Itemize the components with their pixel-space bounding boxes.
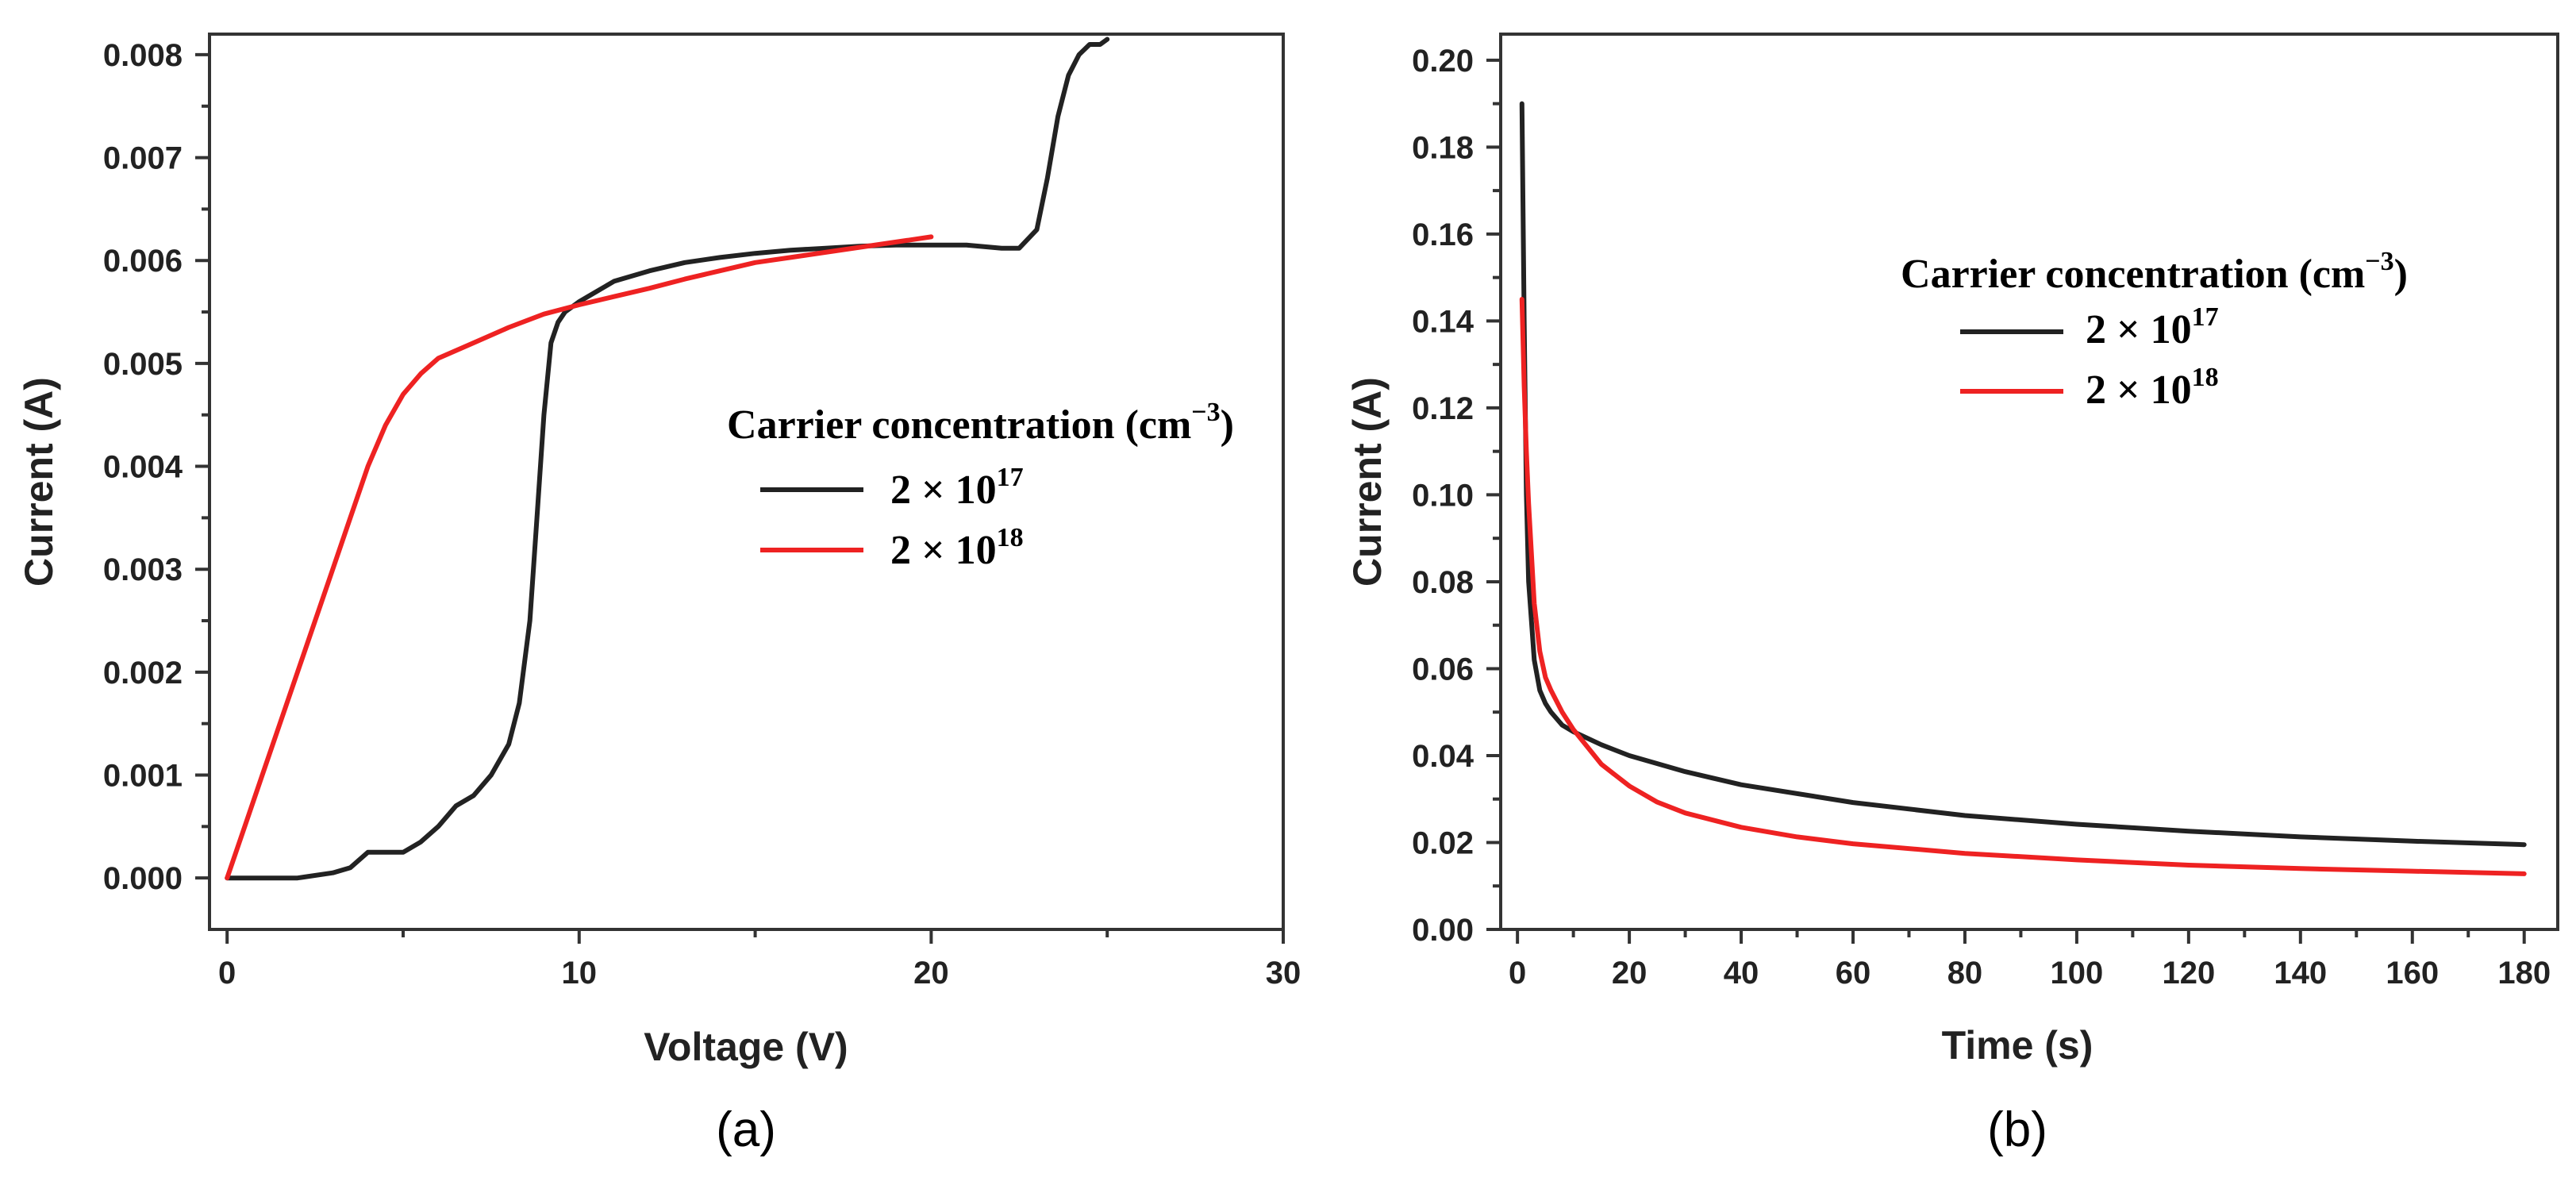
panel-label-b: (b)	[1987, 1102, 2047, 1157]
y-tick-label-b: 0.04	[1412, 739, 1474, 774]
plot-area-frame-a	[208, 33, 1285, 931]
series-line-a-red	[225, 234, 934, 881]
y-tick-label-a: 0.005	[103, 347, 183, 382]
x-axis-title-b: Time (s)	[1942, 1023, 2093, 1068]
y-tick-label-a: 0.002	[103, 656, 183, 691]
y-axis-title-a: Current (A)	[17, 377, 61, 587]
y-tick-label-b: 0.10	[1412, 478, 1474, 513]
x-tick-label-a: 0	[218, 956, 236, 991]
x-tick-label-b: 60	[1836, 956, 1871, 991]
y-tick-label-a: 0.008	[103, 38, 183, 73]
axes-ticks-a: 0 10 20 30 0.000 0.001 0.002 0.003 0.004 0.005 0.0…	[103, 38, 1301, 991]
legend-label-b-red: 2 × 1018	[2086, 363, 2219, 413]
y-tick-label-b: 0.20	[1412, 44, 1474, 79]
x-tick-label-b: 20	[1612, 956, 1647, 991]
series-line-b-red	[1519, 297, 2527, 876]
y-tick-label-b: 0.00	[1412, 913, 1474, 948]
legend-label-a-red: 2 × 1018	[890, 523, 1024, 573]
series-lines-b	[1519, 101, 2527, 876]
chart-panel-b: 0 20 40 60 80 100 120 140 160 180 0.00 0.02 0.04 0.06…	[1345, 33, 2559, 1157]
panel-label-a: (a)	[716, 1102, 776, 1157]
x-tick-label-a: 10	[562, 956, 598, 991]
y-tick-label-a: 0.001	[103, 759, 183, 794]
y-tick-label-b: 0.14	[1412, 304, 1474, 339]
x-tick-label-b: 0	[1509, 956, 1526, 991]
legend-title-b: Carrier concentration (cm−3)	[1901, 247, 2408, 297]
x-tick-label-b: 120	[2162, 956, 2215, 991]
x-axis-title-a: Voltage (V)	[644, 1025, 848, 1069]
y-tick-label-a: 0.004	[103, 450, 183, 485]
legend-title-a: Carrier concentration (cm−3)	[727, 398, 1234, 448]
legend-label-a-black: 2 × 1017	[890, 463, 1024, 513]
y-tick-label-a: 0.007	[103, 141, 183, 176]
y-tick-label-b: 0.06	[1412, 652, 1474, 687]
series-lines-a	[225, 37, 1110, 881]
series-line-b-black	[1519, 101, 2527, 848]
y-axis-title-b: Current (A)	[1345, 377, 1390, 587]
y-tick-label-b: 0.08	[1412, 565, 1474, 600]
x-tick-label-b: 180	[2497, 956, 2551, 991]
y-tick-label-b: 0.16	[1412, 217, 1474, 252]
y-tick-label-a: 0.006	[103, 244, 183, 279]
y-tick-label-a: 0.000	[103, 861, 183, 896]
x-tick-label-b: 40	[1724, 956, 1759, 991]
x-tick-label-b: 140	[2274, 956, 2327, 991]
axes-ticks-b: 0 20 40 60 80 100 120 140 160 180 0.00 0.02 0.04 0.06…	[1412, 44, 2551, 991]
legend-label-b-black: 2 × 1017	[2086, 302, 2219, 352]
legend-b: Carrier concentration (cm−3) 2 × 1017 2 …	[1901, 247, 2408, 413]
y-tick-label-a: 0.003	[103, 552, 183, 587]
x-tick-label-b: 80	[1947, 956, 1983, 991]
x-tick-label-a: 20	[913, 956, 949, 991]
y-tick-label-b: 0.18	[1412, 130, 1474, 165]
plot-area-frame-b	[1499, 33, 2559, 931]
legend-a: Carrier concentration (cm−3) 2 × 1017 2 …	[727, 398, 1234, 573]
y-tick-label-b: 0.02	[1412, 825, 1474, 860]
x-tick-label-b: 160	[2386, 956, 2439, 991]
series-line-a-black	[225, 37, 1110, 881]
x-tick-label-b: 100	[2051, 956, 2104, 991]
chart-panel-a: 0 10 20 30 0.000 0.001 0.002 0.003 0.004 0.005 0.0…	[17, 33, 1301, 1157]
y-tick-label-b: 0.12	[1412, 391, 1474, 426]
x-tick-label-a: 30	[1266, 956, 1301, 991]
